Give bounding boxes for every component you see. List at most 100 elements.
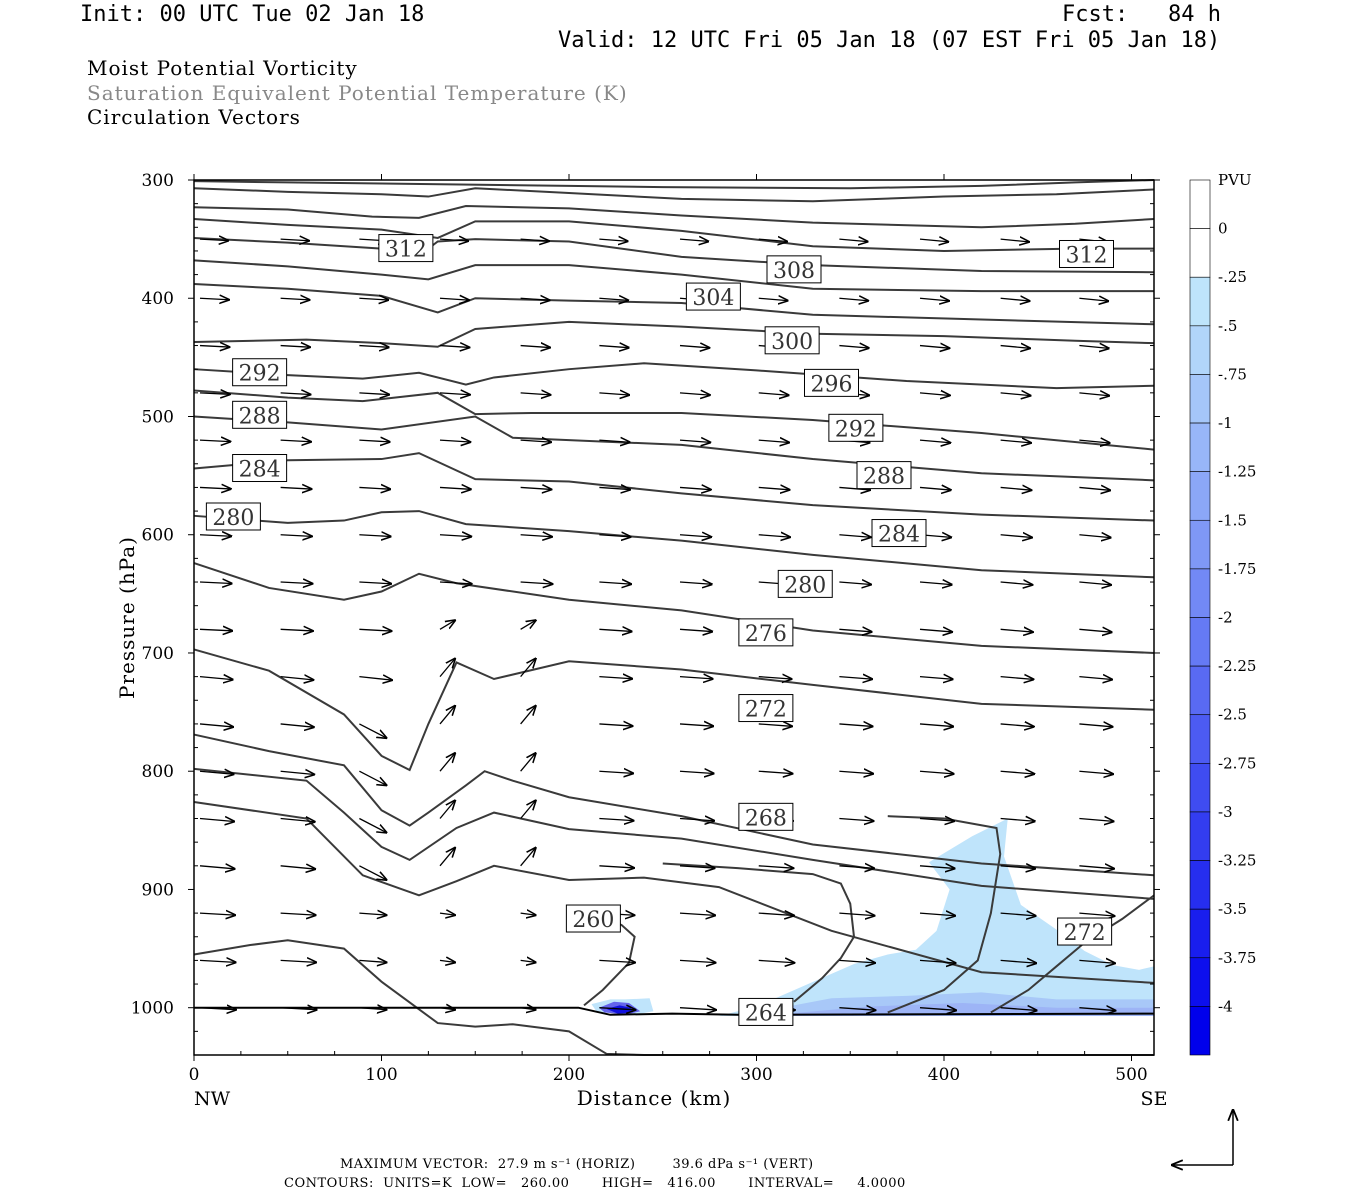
x-end-label-nw: NW xyxy=(194,1088,231,1110)
x-end-label-se: SE xyxy=(1141,1088,1168,1110)
forecast-hour: Fcst: 84 h xyxy=(1062,2,1221,27)
circulation-vector-163 xyxy=(919,724,953,727)
circulation-vector-4 xyxy=(199,440,230,442)
colorbar-label-10: -2.5 xyxy=(1218,706,1247,724)
circulation-vector-39 xyxy=(359,487,390,489)
circulation-vector-153 xyxy=(919,239,948,242)
contour-label-5: 296 xyxy=(804,368,859,397)
contour-label-box xyxy=(764,326,820,355)
circulation-vector-168 xyxy=(919,960,956,963)
contour-line-8 xyxy=(193,362,1155,390)
circulation-vector-57 xyxy=(439,535,471,537)
circulation-vector-27 xyxy=(280,724,314,727)
circulation-vector-175 xyxy=(1000,487,1032,490)
circulation-vector-182 xyxy=(1000,819,1035,822)
contour-label-8: 288 xyxy=(232,400,288,429)
contour-label-text: 292 xyxy=(835,417,877,442)
circulation-vector-132 xyxy=(758,866,794,868)
circulation-vector-169 xyxy=(919,1008,956,1011)
circulation-vector-53 xyxy=(439,346,469,348)
colorbar-label-7: -1.75 xyxy=(1218,560,1256,578)
circulation-vector-25 xyxy=(280,629,313,631)
pv-shading xyxy=(591,818,1154,1016)
contour-line-3 xyxy=(193,218,1154,252)
circulation-vector-12 xyxy=(199,819,234,822)
circulation-vector-63 xyxy=(439,801,455,819)
circulation-vector-3 xyxy=(199,393,230,395)
contour-label-18: 264 xyxy=(738,997,794,1026)
colorbar-label-12: -3 xyxy=(1218,803,1233,821)
contour-label-text: 300 xyxy=(771,330,813,355)
circulation-vector-96 xyxy=(599,771,633,773)
circulation-vector-62 xyxy=(439,753,455,772)
circulation-vector-71 xyxy=(520,393,551,395)
contour-line-16 xyxy=(193,767,1155,900)
circulation-vector-36 xyxy=(359,346,388,348)
circulation-vector-149 xyxy=(839,866,874,868)
circulation-vector-122 xyxy=(758,393,789,395)
circulation-vector-2 xyxy=(199,346,229,348)
circulation-vector-119 xyxy=(758,239,787,241)
circulation-vector-133 xyxy=(758,913,794,915)
contour-label-11: 284 xyxy=(871,519,927,548)
circulation-vector-110 xyxy=(679,629,712,631)
circulation-vector-87 xyxy=(599,346,628,348)
circulation-vector-28 xyxy=(280,771,315,774)
circulation-vector-111 xyxy=(679,677,713,679)
contour-line-7 xyxy=(193,320,1155,348)
circulation-vector-125 xyxy=(758,535,790,537)
colorbar-swatch-4 xyxy=(1189,374,1211,424)
circulation-vector-115 xyxy=(679,866,715,868)
circulation-vector-0 xyxy=(199,239,228,241)
contour-label-17: 268 xyxy=(738,802,794,831)
contour-label-text: 284 xyxy=(239,458,281,483)
circulation-vector-76 xyxy=(520,620,536,630)
circulation-vector-171 xyxy=(1000,298,1030,301)
plot-frame xyxy=(193,179,1155,1056)
circulation-vector-176 xyxy=(1000,535,1032,538)
circulation-vector-179 xyxy=(1000,677,1034,680)
y-tick-label: 900 xyxy=(142,880,174,900)
contour-label-3: 304 xyxy=(685,282,741,311)
colorbar-label-15: -3.75 xyxy=(1218,949,1256,967)
contour-labels: 312 312 308 304 300 296 292 292 288 288 284 284 280 2… xyxy=(205,234,1114,1026)
contour-label-box xyxy=(828,413,884,442)
contour-line-13 xyxy=(193,562,1155,654)
contour-info-note: CONTOURS: UNITS=K LOW= 260.00 HIGH= 416.… xyxy=(284,1176,906,1191)
circulation-vector-117 xyxy=(679,960,716,962)
contour-label-text: 308 xyxy=(773,259,815,284)
valid-time: Valid: 12 UTC Fri 05 Jan 18 (07 EST Fri … xyxy=(558,28,1221,53)
contour-line-4 xyxy=(193,236,1155,274)
circulation-vector-148 xyxy=(839,819,873,821)
contour-line-2 xyxy=(193,205,1155,229)
contour-line-15 xyxy=(193,733,1155,877)
circulation-vector-194 xyxy=(1079,582,1111,585)
circulation-vector-106 xyxy=(679,440,710,442)
contour-line-11 xyxy=(193,452,1155,522)
contour-label-9: 288 xyxy=(856,461,912,490)
circulation-vector-166 xyxy=(919,866,955,869)
circulation-vector-199 xyxy=(1079,819,1113,822)
circulation-vector-201 xyxy=(1079,913,1114,916)
contour-label-14: 276 xyxy=(738,618,794,647)
circulation-vector-18 xyxy=(280,298,310,300)
circulation-vector-188 xyxy=(1079,298,1108,301)
circulation-vector-100 xyxy=(599,960,635,962)
circulation-vector-136 xyxy=(839,239,867,241)
circulation-vector-98 xyxy=(599,866,634,868)
circulation-vector-123 xyxy=(758,440,789,442)
circulation-vector-50 xyxy=(359,1008,386,1010)
contour-label-box xyxy=(738,802,794,831)
contour-label-text: 292 xyxy=(239,362,281,387)
circulation-vector-162 xyxy=(919,677,953,680)
circulation-vector-32 xyxy=(280,960,317,962)
circulation-vector-41 xyxy=(359,582,391,584)
circulation-vector-58 xyxy=(439,582,472,584)
circulation-vector-20 xyxy=(280,393,311,395)
circulation-vector-13 xyxy=(199,866,235,869)
max-vector-note: MAXIMUM VECTOR: 27.9 m s⁻¹ (HORIZ) 39.6 … xyxy=(340,1157,814,1172)
circulation-vector-49 xyxy=(359,960,386,962)
circulation-vector-8 xyxy=(199,629,232,631)
circulation-vector-43 xyxy=(359,677,392,680)
contour-label-box xyxy=(685,282,741,311)
